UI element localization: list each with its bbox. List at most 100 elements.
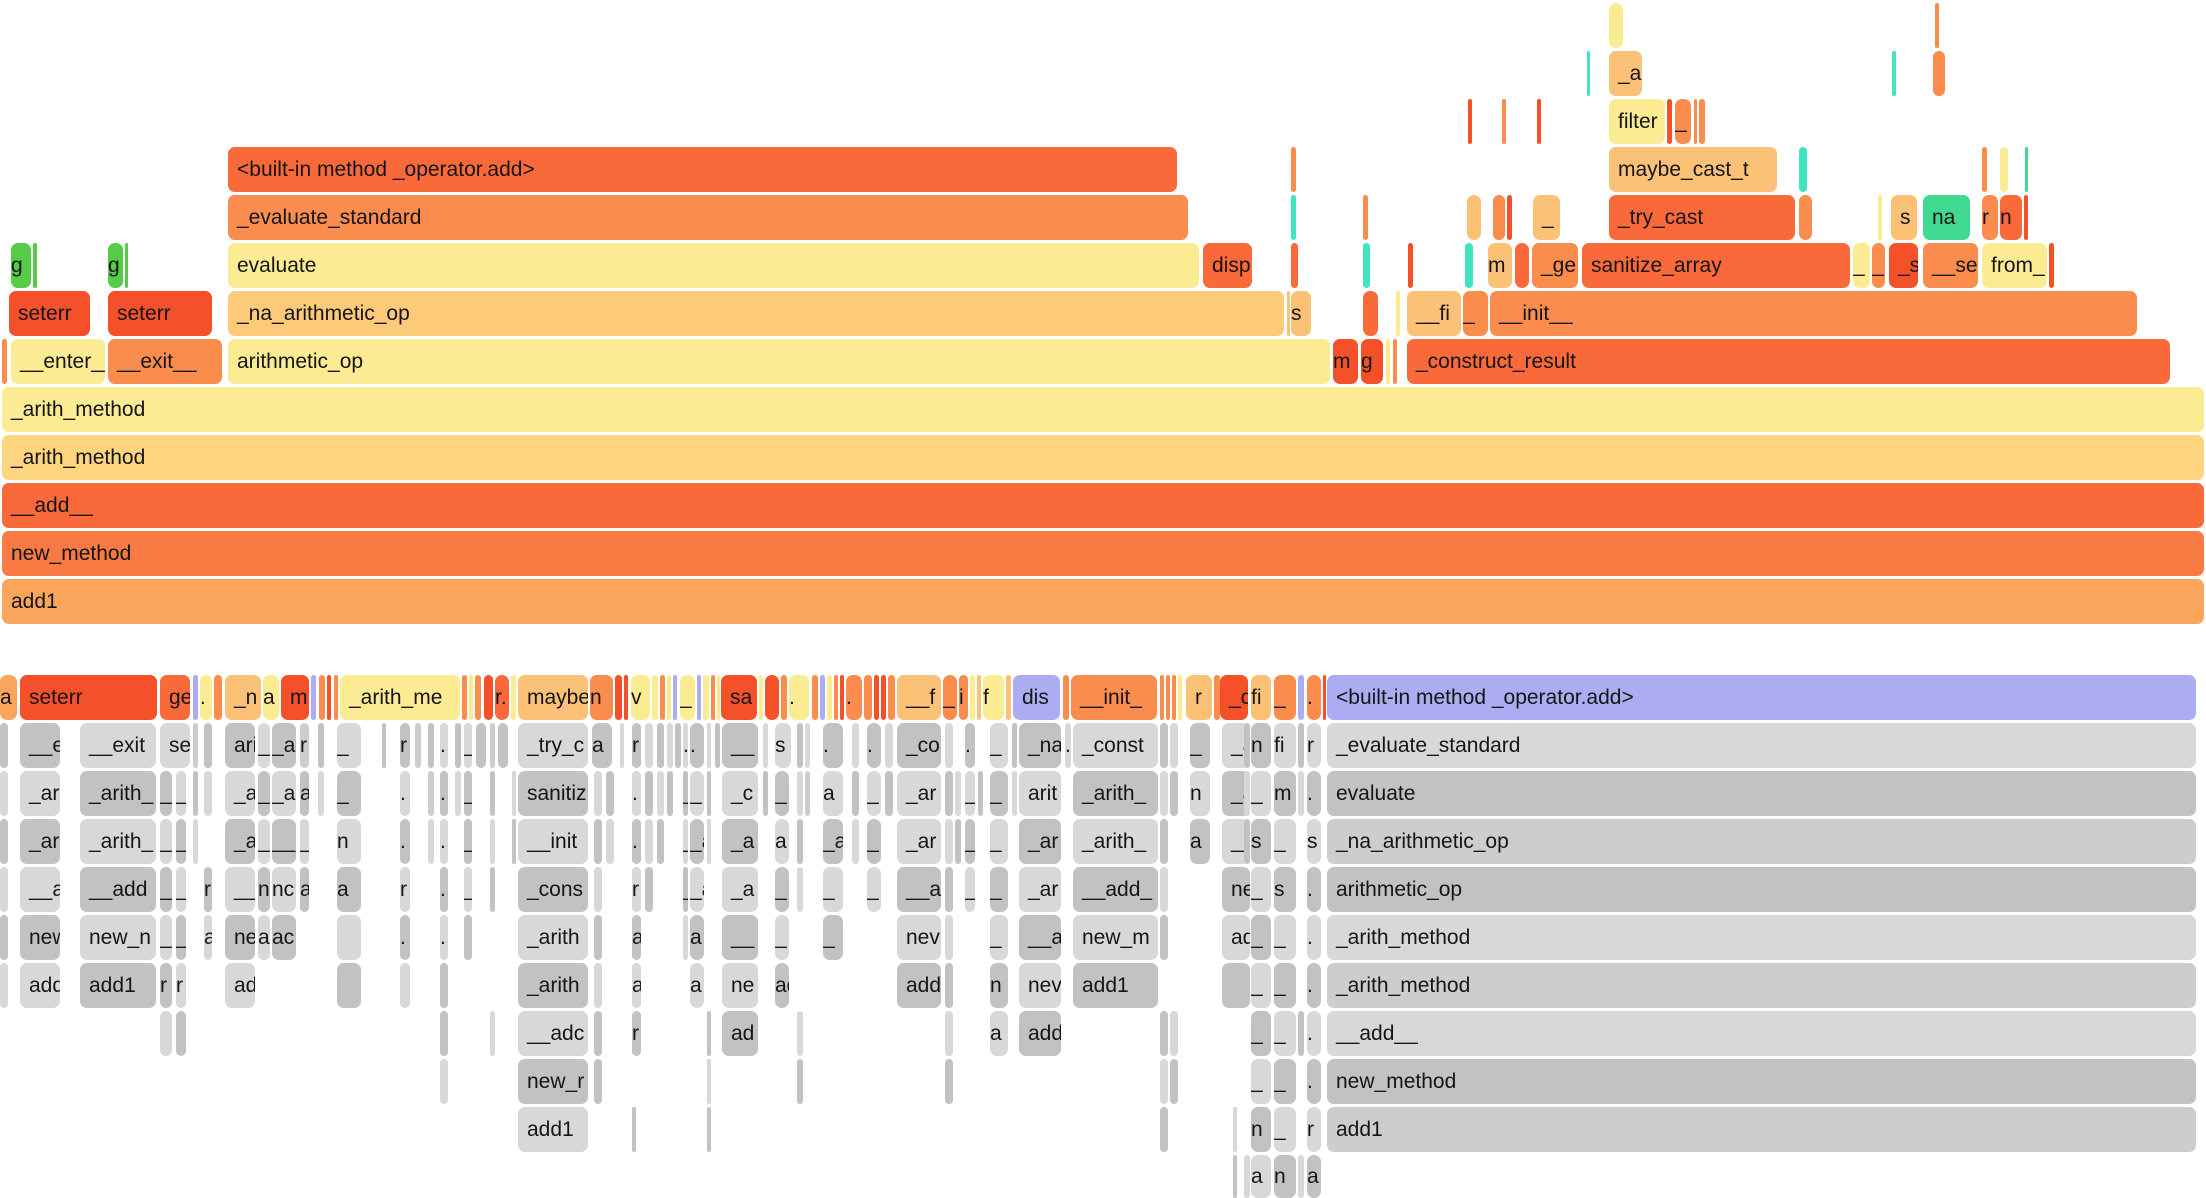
- frame-sliver[interactable]: [1933, 51, 1945, 96]
- frame-from[interactable]: from_: [1982, 243, 2047, 288]
- frame-sliver[interactable]: [697, 675, 701, 720]
- frame-sliver[interactable]: .: [846, 675, 862, 720]
- frame-a[interactable]: _a: [225, 771, 255, 816]
- frame-sliver[interactable]: _: [160, 867, 172, 912]
- frame-sliver[interactable]: [945, 771, 953, 816]
- frame-sliver[interactable]: [797, 819, 803, 864]
- frame-sliver[interactable]: [1178, 675, 1182, 720]
- frame-adc[interactable]: __adc: [518, 1011, 588, 1056]
- frame-init[interactable]: __init__: [1490, 291, 2137, 336]
- frame-sliver[interactable]: [2025, 147, 2028, 192]
- frame-sliver[interactable]: .: [440, 771, 448, 816]
- frame-sliver[interactable]: [455, 723, 461, 768]
- frame-sliver[interactable]: _: [990, 915, 1008, 960]
- frame-arith[interactable]: _arith: [518, 915, 588, 960]
- frame-sliver[interactable]: _: [867, 819, 881, 864]
- frame-ar[interactable]: _ar: [1019, 819, 1061, 864]
- frame-a[interactable]: a: [632, 915, 641, 960]
- frame-sliver[interactable]: [606, 819, 614, 864]
- frame-arith[interactable]: _arith_: [1073, 771, 1158, 816]
- frame-sliver[interactable]: [160, 1011, 172, 1056]
- frame-sliver[interactable]: [193, 819, 198, 864]
- frame-sliver[interactable]: [717, 675, 720, 720]
- frame-sliver[interactable]: [0, 819, 8, 864]
- frame-a[interactable]: a: [263, 675, 279, 720]
- frame-sliver[interactable]: [1537, 99, 1541, 144]
- frame-ac[interactable]: __ac: [20, 867, 60, 912]
- frame-sliver[interactable]: [945, 867, 953, 912]
- frame-sliver[interactable]: _: [990, 771, 1008, 816]
- frame-sliver[interactable]: [781, 675, 787, 720]
- frame-sliver[interactable]: [469, 675, 473, 720]
- frame-sliver[interactable]: [0, 771, 8, 816]
- frame-sliver[interactable]: [1244, 819, 1250, 864]
- frame-sliver[interactable]: [955, 771, 961, 816]
- frame-s[interactable]: _s: [1889, 243, 1918, 288]
- frame-a[interactable]: a: [592, 723, 612, 768]
- frame-sliver[interactable]: [1160, 1011, 1168, 1056]
- frame-sliver[interactable]: [763, 771, 768, 816]
- frame-sliver[interactable]: [615, 675, 622, 720]
- frame-sliver[interactable]: [852, 723, 859, 768]
- frame-sliver[interactable]: [645, 819, 653, 864]
- frame-sliver[interactable]: _: [1190, 723, 1210, 768]
- frame-sliver[interactable]: [214, 675, 222, 720]
- frame-sliver[interactable]: [1291, 195, 1296, 240]
- frame-sliver[interactable]: [1502, 99, 1506, 144]
- frame-filter[interactable]: filter: [1609, 99, 1665, 144]
- frame-s[interactable]: s: [1251, 819, 1271, 864]
- frame-sliver[interactable]: [1363, 243, 1370, 288]
- frame-sliver[interactable]: [657, 723, 664, 768]
- frame-sliver[interactable]: _: [464, 771, 472, 816]
- frame-evaluate-standard[interactable]: _evaluate_standard: [1327, 723, 2196, 768]
- frame-sliver[interactable]: _: [990, 819, 1008, 864]
- frame-sliver[interactable]: [667, 771, 673, 816]
- frame-sliver[interactable]: .: [400, 771, 410, 816]
- frame-r[interactable]: r: [632, 1011, 641, 1056]
- frame-n[interactable]: n: [1190, 771, 1210, 816]
- frame-s[interactable]: s: [1291, 291, 1311, 336]
- frame-sliver[interactable]: [2, 339, 7, 384]
- frame-a[interactable]: _a: [225, 819, 255, 864]
- frame-ac[interactable]: ac: [272, 915, 296, 960]
- frame-sliver[interactable]: [0, 867, 8, 912]
- frame-add1[interactable]: add1: [80, 963, 156, 1008]
- frame-sliver[interactable]: [827, 675, 832, 720]
- frame-a[interactable]: a: [337, 867, 361, 912]
- frame-sliver[interactable]: _: [160, 915, 172, 960]
- frame-ne[interactable]: ne: [1222, 867, 1250, 912]
- frame-sliver[interactable]: _: [775, 915, 789, 960]
- frame-sliver[interactable]: [1493, 195, 1505, 240]
- frame-sliver[interactable]: [1063, 675, 1069, 720]
- frame-fi[interactable]: fi: [1251, 675, 1271, 720]
- frame-sliver[interactable]: _: [1274, 915, 1296, 960]
- frame-n[interactable]: n: [590, 675, 613, 720]
- frame-sliver[interactable]: [490, 771, 495, 816]
- frame-sliver[interactable]: .: [632, 771, 641, 816]
- frame-sliver[interactable]: [1244, 1155, 1250, 1198]
- frame-ad[interactable]: ad: [225, 963, 255, 1008]
- frame-sliver[interactable]: [645, 771, 653, 816]
- frame-sliver[interactable]: _: [1872, 243, 1885, 288]
- frame-sliver[interactable]: [945, 915, 953, 960]
- frame-arit[interactable]: _arit: [20, 771, 60, 816]
- frame-sliver[interactable]: [327, 675, 331, 720]
- frame-sliver[interactable]: _: [965, 819, 975, 864]
- frame-r[interactable]: r: [632, 867, 641, 912]
- frame-sliver[interactable]: [1699, 99, 1705, 144]
- frame-sliver[interactable]: [606, 771, 614, 816]
- frame-sliver[interactable]: _: [176, 867, 186, 912]
- frame-n[interactable]: n: [337, 819, 361, 864]
- frame-dis[interactable]: dis: [1013, 675, 1060, 720]
- frame-ge[interactable]: ge: [160, 675, 190, 720]
- frame-sliver[interactable]: .: [1307, 1011, 1321, 1056]
- frame-sliver[interactable]: [1244, 771, 1250, 816]
- frame-add[interactable]: __add__: [1327, 1011, 2196, 1056]
- frame-sliver[interactable]: [455, 771, 461, 816]
- frame-na-arithmetic-op[interactable]: _na_arithmetic_op: [1327, 819, 2196, 864]
- frame-sliver[interactable]: [2000, 147, 2008, 192]
- frame-init[interactable]: __init_: [1071, 675, 1157, 720]
- frame-sliver[interactable]: .: [867, 723, 881, 768]
- frame-sliver[interactable]: [797, 1059, 803, 1104]
- frame-f[interactable]: __f: [897, 675, 941, 720]
